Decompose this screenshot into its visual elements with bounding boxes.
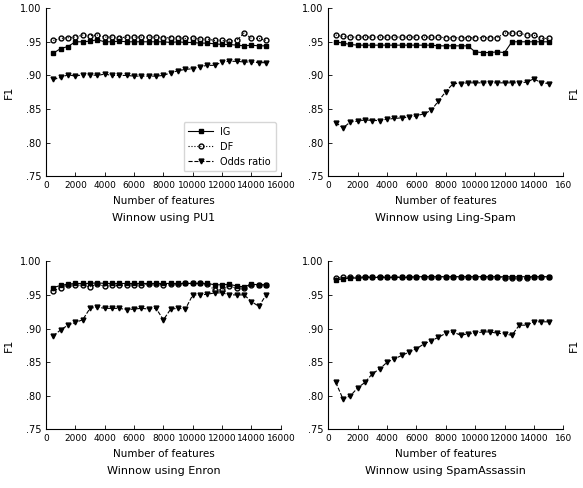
Text: Winnow using SpamAssassin: Winnow using SpamAssassin (366, 467, 526, 476)
Y-axis label: F1: F1 (4, 85, 14, 99)
Text: Winnow using Enron: Winnow using Enron (107, 467, 220, 476)
X-axis label: Number of features: Number of features (113, 449, 215, 459)
X-axis label: Number of features: Number of features (395, 449, 497, 459)
Legend: IG, DF, Odds ratio: IG, DF, Odds ratio (184, 122, 276, 171)
X-axis label: Number of features: Number of features (113, 196, 215, 206)
Text: Winnow using PU1: Winnow using PU1 (112, 213, 215, 224)
X-axis label: Number of features: Number of features (395, 196, 497, 206)
Y-axis label: F1: F1 (4, 339, 14, 352)
Y-axis label: F1: F1 (569, 339, 579, 352)
Y-axis label: F1: F1 (569, 85, 579, 99)
Text: Winnow using Ling-Spam: Winnow using Ling-Spam (375, 213, 516, 224)
